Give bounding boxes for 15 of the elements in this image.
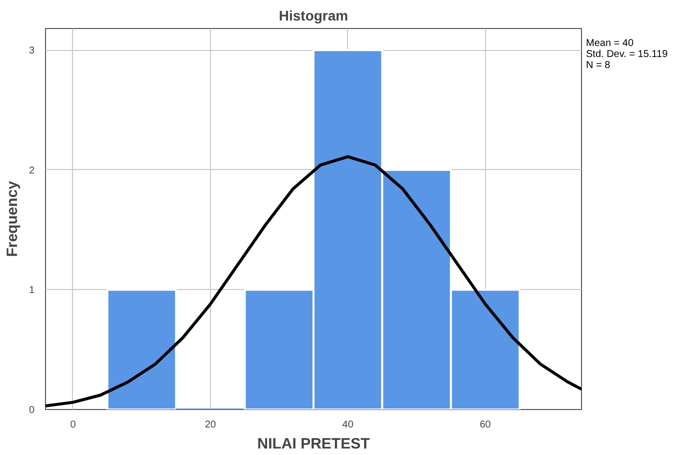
x-tick-label: 60 xyxy=(480,420,492,430)
line-series xyxy=(46,155,582,408)
text: Mean = 40 xyxy=(586,38,634,49)
y-axis-title: Frequency xyxy=(4,180,21,257)
text: N = 8 xyxy=(586,60,610,71)
y-tick-label: 2 xyxy=(28,165,35,176)
x-tick-label: 20 xyxy=(204,420,216,430)
chart-title: Histogram xyxy=(278,8,348,24)
x-tick-label: 0 xyxy=(70,420,76,430)
x-axis-title: NILAI PRETEST xyxy=(257,436,370,452)
y-tick-label: 3 xyxy=(28,46,35,57)
x-tick-label: 40 xyxy=(342,420,354,430)
y-tick-label: 1 xyxy=(28,285,35,296)
y-tick-label: 0 xyxy=(28,405,35,416)
text: Std. Dev. = 15.119 xyxy=(586,49,668,60)
